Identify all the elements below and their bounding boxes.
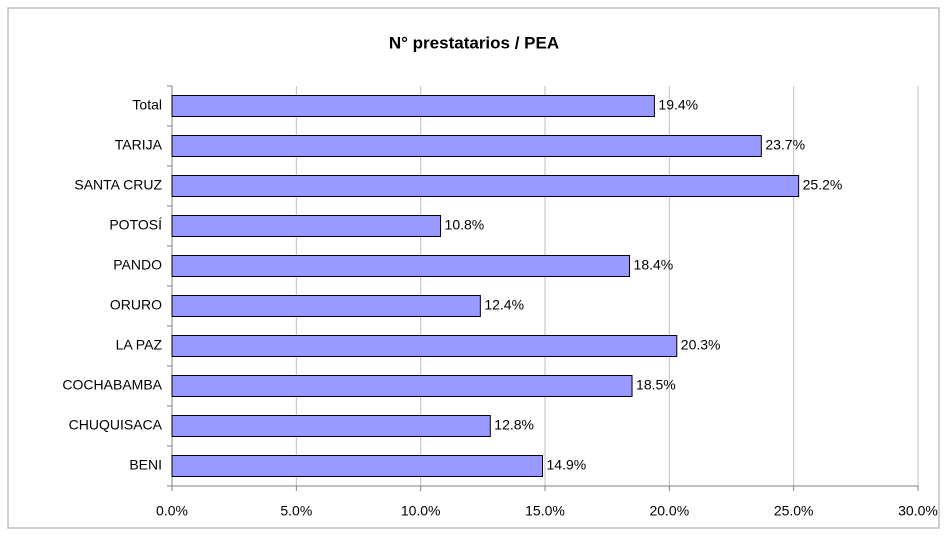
- bar: [171, 215, 442, 237]
- bar: [171, 375, 633, 397]
- y-tick-label: BENI: [129, 457, 162, 473]
- x-tick-label: 30.0%: [898, 503, 938, 519]
- data-label: 14.9%: [547, 457, 587, 473]
- x-tick-label: 0.0%: [156, 503, 188, 519]
- y-tick-label: ORURO: [110, 297, 162, 313]
- bar: [171, 175, 800, 197]
- x-tick-label: 20.0%: [649, 503, 689, 519]
- data-label: 20.3%: [681, 337, 721, 353]
- y-tick-label: SANTA CRUZ: [74, 177, 162, 193]
- y-tick-label: CHUQUISACA: [69, 417, 163, 433]
- bar: [171, 455, 544, 477]
- y-tick-label: POTOSÍ: [109, 217, 162, 233]
- x-tick-label: 25.0%: [774, 503, 814, 519]
- data-label: 19.4%: [658, 97, 698, 113]
- data-label: 18.4%: [634, 257, 674, 273]
- x-tick-label: 10.0%: [401, 503, 441, 519]
- y-tick-label: PANDO: [113, 257, 162, 273]
- data-label: 23.7%: [765, 137, 805, 153]
- bar: [171, 95, 655, 117]
- chart-title: N° prestatarios / PEA: [389, 33, 559, 52]
- data-label: 12.8%: [494, 417, 534, 433]
- data-label: 10.8%: [445, 217, 485, 233]
- bar: [171, 295, 481, 317]
- y-tick-label: COCHABAMBA: [62, 377, 162, 393]
- data-label: 25.2%: [803, 177, 843, 193]
- x-tick-label: 15.0%: [525, 503, 565, 519]
- x-tick-label: 5.0%: [280, 503, 312, 519]
- y-tick-label: Total: [132, 97, 162, 113]
- bar: [171, 255, 631, 277]
- bar: [171, 135, 762, 157]
- data-label: 18.5%: [636, 377, 676, 393]
- data-label: 12.4%: [484, 297, 524, 313]
- bar: [171, 415, 491, 437]
- y-tick-label: LA PAZ: [116, 337, 163, 353]
- y-tick-label: TARIJA: [115, 137, 163, 153]
- bar: [171, 335, 678, 357]
